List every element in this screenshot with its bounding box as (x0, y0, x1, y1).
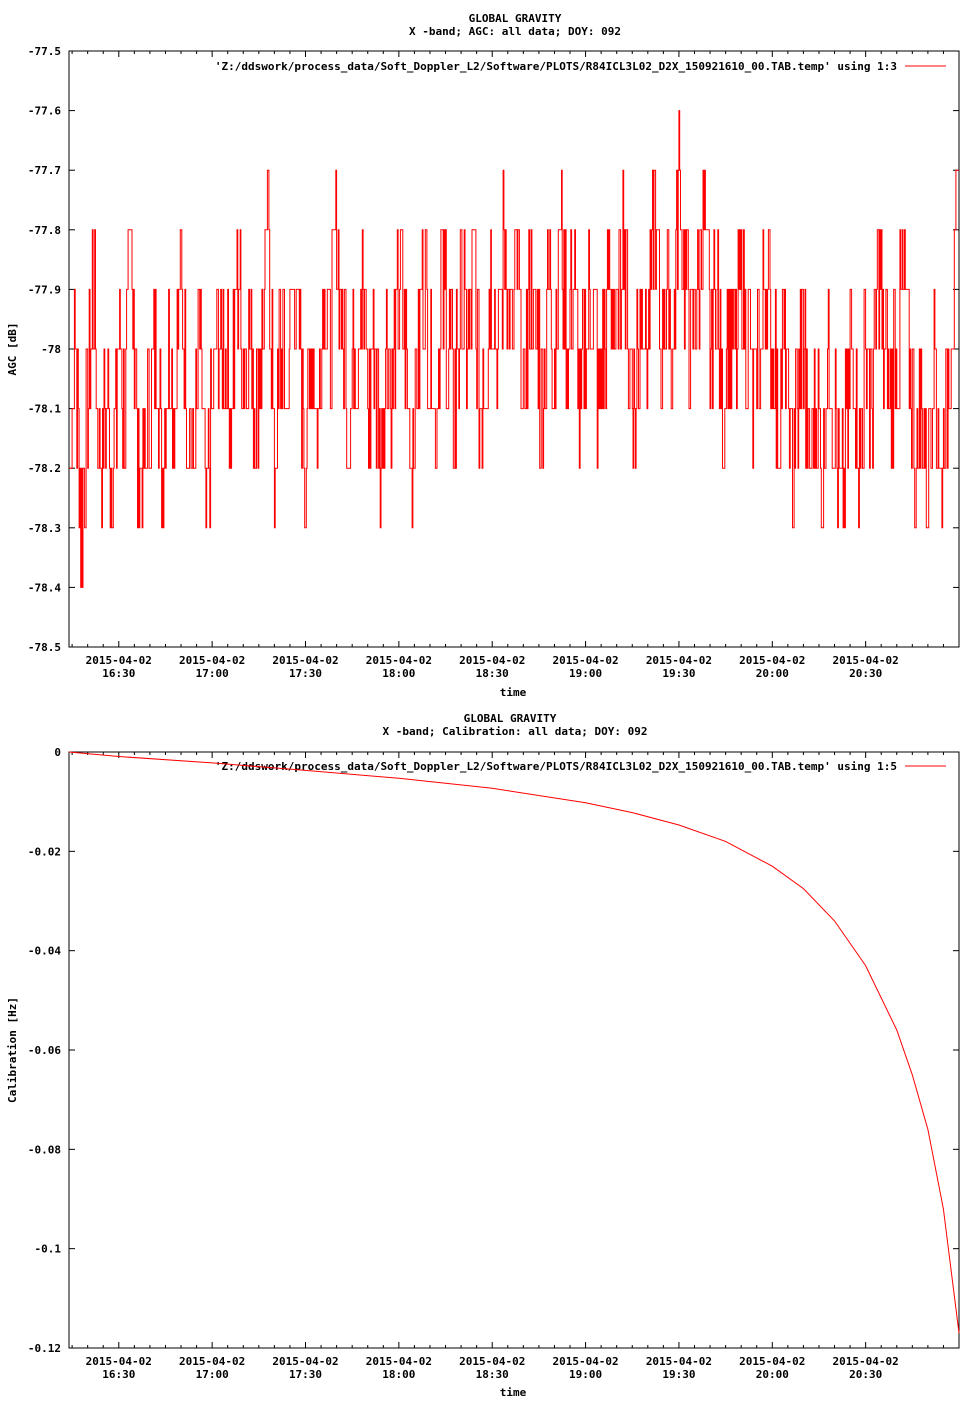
calibration-y-tick-label: 0 (54, 746, 61, 759)
agc-x-tick-date: 2015-04-02 (272, 654, 338, 667)
agc-x-tick-time: 16:30 (102, 667, 135, 680)
agc-x-tick-time: 19:30 (662, 667, 695, 680)
agc-y-tick-label: -77.7 (28, 164, 61, 177)
calibration-x-tick-date: 2015-04-02 (366, 1355, 432, 1368)
calibration-x-ticks: 2015-04-0216:302015-04-0217:002015-04-02… (71, 752, 960, 1381)
calibration-x-tick-date: 2015-04-02 (179, 1355, 245, 1368)
calibration-plot-frame (68, 751, 960, 1349)
calibration-x-tick-time: 20:30 (849, 1368, 882, 1381)
calibration-x-tick-date: 2015-04-02 (86, 1355, 152, 1368)
agc-x-tick-date: 2015-04-02 (552, 654, 618, 667)
agc-chart: GLOBAL GRAVITY X -band; AGC: all data; D… (6, 12, 960, 699)
agc-x-ticks: 2015-04-0216:302015-04-0217:002015-04-02… (71, 51, 960, 680)
agc-chart-title: GLOBAL GRAVITY (469, 12, 562, 25)
agc-x-tick-time: 19:00 (569, 667, 602, 680)
agc-x-tick-date: 2015-04-02 (86, 654, 152, 667)
agc-y-axis-label: AGC [dB] (6, 323, 19, 376)
agc-legend-label: 'Z:/ddswork/process_data/Soft_Doppler_L2… (215, 60, 897, 73)
agc-x-tick-date: 2015-04-02 (459, 654, 525, 667)
agc-x-tick-time: 18:30 (476, 667, 509, 680)
agc-x-axis-label: time (500, 686, 527, 699)
agc-x-tick-time: 17:00 (196, 667, 229, 680)
agc-y-tick-label: -78.1 (28, 403, 61, 416)
calibration-y-axis-label: Calibration [Hz] (6, 997, 19, 1103)
calibration-chart-title: GLOBAL GRAVITY (464, 712, 557, 725)
agc-y-tick-label: -78.4 (28, 581, 61, 594)
calibration-series-line (68, 751, 960, 1334)
agc-x-tick-date: 2015-04-02 (739, 654, 805, 667)
calibration-y-tick-label: -0.08 (28, 1143, 61, 1156)
agc-y-tick-label: -77.6 (28, 105, 61, 118)
agc-x-tick-date: 2015-04-02 (179, 654, 245, 667)
agc-x-tick-date: 2015-04-02 (366, 654, 432, 667)
agc-y-tick-label: -78 (41, 343, 61, 356)
agc-y-tick-label: -77.9 (28, 283, 61, 296)
agc-x-tick-time: 20:30 (849, 667, 882, 680)
calibration-x-tick-time: 20:00 (756, 1368, 789, 1381)
calibration-y-ticks: 0 -0.02 -0.04 -0.06 -0.08 -0.1 -0.12 (28, 746, 959, 1355)
calibration-x-tick-date: 2015-04-02 (739, 1355, 805, 1368)
calibration-x-tick-time: 18:00 (382, 1368, 415, 1381)
calibration-x-tick-date: 2015-04-02 (552, 1355, 618, 1368)
agc-x-tick-time: 20:00 (756, 667, 789, 680)
calibration-x-tick-time: 19:00 (569, 1368, 602, 1381)
calibration-x-tick-time: 19:30 (662, 1368, 695, 1381)
agc-y-tick-label: -77.8 (28, 224, 61, 237)
calibration-x-tick-date: 2015-04-02 (646, 1355, 712, 1368)
agc-x-tick-date: 2015-04-02 (833, 654, 899, 667)
calibration-x-tick-time: 17:30 (289, 1368, 322, 1381)
calibration-y-tick-label: -0.12 (28, 1342, 61, 1355)
agc-y-tick-label: -78.5 (28, 641, 61, 654)
calibration-chart: GLOBAL GRAVITY X -band; Calibration: all… (6, 712, 960, 1399)
calibration-y-tick-label: -0.04 (28, 945, 61, 958)
agc-x-tick-time: 18:00 (382, 667, 415, 680)
calibration-y-tick-label: -0.02 (28, 845, 61, 858)
calibration-chart-subtitle: X -band; Calibration: all data; DOY: 092 (383, 725, 648, 738)
calibration-y-tick-label: -0.06 (28, 1044, 61, 1057)
calibration-x-tick-time: 17:00 (196, 1368, 229, 1381)
calibration-x-tick-time: 18:30 (476, 1368, 509, 1381)
calibration-x-axis-label: time (500, 1386, 527, 1399)
agc-chart-subtitle: X -band; AGC: all data; DOY: 092 (409, 25, 621, 38)
agc-series-line (69, 110, 959, 588)
calibration-x-tick-date: 2015-04-02 (833, 1355, 899, 1368)
agc-y-ticks: -77.5 -77.6 -77.7 -77.8 -77.9 -78 -78.1 -78.2 -7… (28, 45, 959, 654)
calibration-legend-label: 'Z:/ddswork/process_data/Soft_Doppler_L2… (215, 760, 897, 773)
agc-y-tick-label: -78.3 (28, 522, 61, 535)
calibration-x-tick-date: 2015-04-02 (459, 1355, 525, 1368)
agc-x-tick-time: 17:30 (289, 667, 322, 680)
calibration-y-tick-label: -0.1 (35, 1243, 62, 1256)
agc-y-tick-label: -77.5 (28, 45, 61, 58)
agc-y-tick-label: -78.2 (28, 462, 61, 475)
calibration-x-tick-date: 2015-04-02 (272, 1355, 338, 1368)
calibration-x-tick-time: 16:30 (102, 1368, 135, 1381)
agc-x-tick-date: 2015-04-02 (646, 654, 712, 667)
